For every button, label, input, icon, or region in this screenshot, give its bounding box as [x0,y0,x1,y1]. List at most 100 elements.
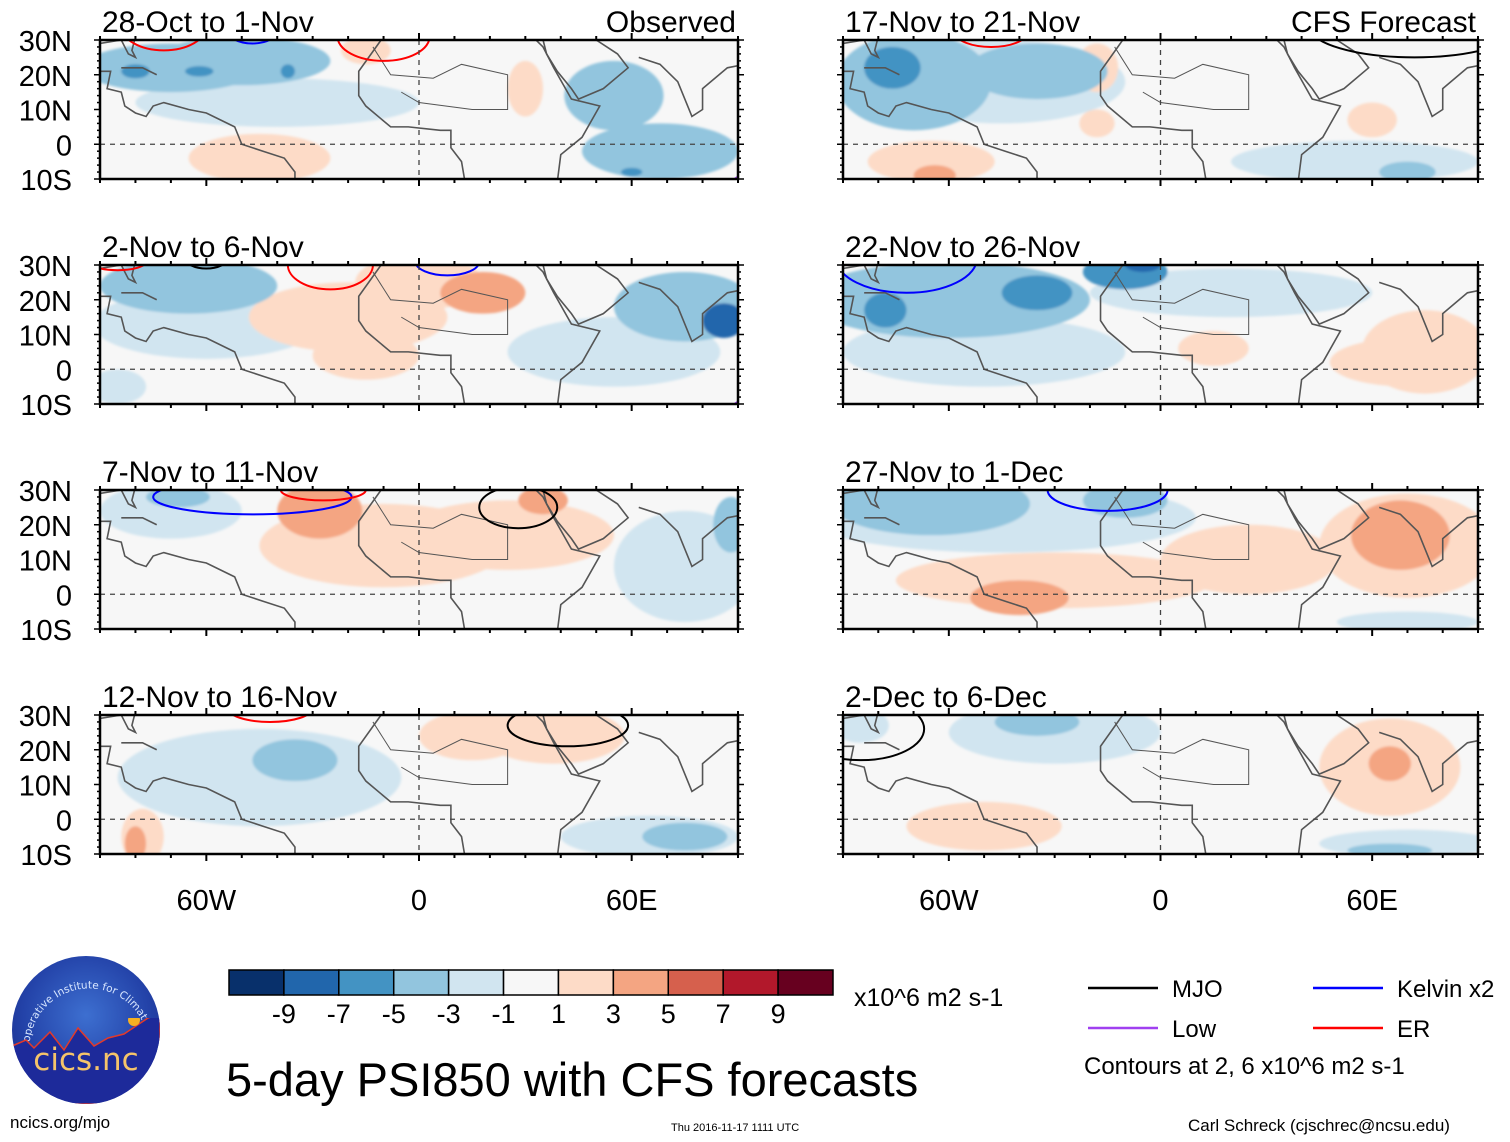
anomaly-field [100,40,738,179]
legend-label: ER [1397,1016,1430,1043]
site-url[interactable]: ncics.org/mjo [10,1113,111,1132]
x-tick-label: 0 [1152,885,1168,917]
anomaly-negative [713,496,738,553]
colorbar-box [557,969,615,996]
panel-title: 22-Nov to 26-Nov [845,231,1080,264]
coast-cuba [864,67,900,76]
mountain-icon [12,1018,160,1104]
anomaly-negative [100,265,278,314]
x-tick-label: 60E [1346,885,1398,917]
panel-title: 28-Oct to 1-Nov [102,6,314,39]
colorbar-box [722,969,779,996]
country-borders [1114,721,1250,785]
coastlines [100,265,738,404]
colorbar: -9 -7 -5 -3 -1 1 3 5 7 9 [228,969,834,1029]
country-borders [1114,496,1250,560]
country-borders [1114,271,1250,335]
coast-india [638,731,738,793]
contour-kelvin [415,265,480,277]
x-tick-label: 60W [919,885,979,917]
coast-cuba [121,67,158,76]
anomaly-positive [906,801,1062,851]
country-borders [1114,46,1250,110]
coast-india [638,281,738,343]
coast-arabia [1283,490,1370,551]
anomaly-negative [1347,843,1433,854]
anomaly-negative [843,715,889,743]
x-tick-label: 60W [177,885,237,917]
country-borders [372,46,509,110]
anomaly-positive [913,165,956,179]
anomaly-positive [1079,109,1115,138]
anomaly-negative [582,123,738,179]
x-tick-label: 0 [411,885,427,917]
coast-arabia [542,715,630,776]
coast-east-africa [1275,40,1342,179]
coast-india [638,56,738,118]
anomaly-negative [843,490,1030,536]
coast-cuba [864,741,900,751]
coast-cuba [121,741,158,751]
coast-arabia [542,490,630,551]
coast-east-africa [534,715,601,854]
anomaly-negative [564,60,664,131]
anomaly-negative [966,43,1108,100]
coast-india [638,506,738,568]
anomaly-negative [1336,611,1478,629]
anomaly-positive [188,133,331,179]
y-tick-label: 10N [19,96,72,128]
legend-label: MJO [1172,976,1223,1003]
y-tick-label: 20N [19,736,72,768]
coastlines [100,715,738,854]
coast-east-africa [1275,265,1342,404]
y-tick-label: 30N [19,701,72,733]
y-tick-label: 10S [20,615,72,647]
colorbar-level-label: 9 [771,999,786,1029]
coast-north-america [843,265,881,285]
panel-title: 27-Nov to 1-Dec [845,456,1063,489]
coast-west-africa [357,490,466,629]
coast-india [1378,281,1478,343]
anomaly-negative [121,64,150,79]
anomaly-negative [843,40,992,131]
anomaly-positive [1351,500,1450,570]
anomaly-negative [864,292,907,328]
legend-label: Kelvin x2 [1397,976,1494,1003]
contour-er [127,40,201,52]
map-panel-p5: 17-Nov to 21-Nov CFS Forecast [837,6,1484,186]
anomaly-field [843,40,1478,179]
y-tick-label: 0 [56,805,72,837]
colorbar-level-label: 3 [606,999,621,1029]
anomaly-negative [994,715,1080,736]
coast-north-america [100,40,138,60]
y-tick-label: 0 [56,130,72,162]
colorbar-level-label: -3 [437,999,461,1029]
y-tick-label: 30N [19,251,72,283]
panel-corner-label: CFS Forecast [1291,6,1477,39]
anomaly-positive [518,490,568,515]
cics-logo: Cooperative Institute for Climate and Sa… [12,956,160,1104]
anomaly-negative [702,303,738,338]
panel-corner-label: Observed [606,6,736,39]
contour-kelvin [233,40,272,45]
x-axis-labels: 60W 0 60E 60W 0 60E [177,885,1398,917]
anomaly-positive [1368,746,1411,782]
contour-mjo [1317,40,1478,59]
map-panel-p8: 2-Dec to 6-Dec [837,681,1484,861]
anomaly-positive [507,60,544,117]
coast-west-africa [1099,715,1207,854]
panel-title: 2-Dec to 6-Dec [845,681,1047,714]
contour-er [100,265,146,272]
coast-south-america [843,745,1038,854]
contour-kelvin [843,265,977,294]
coast-south-america [100,520,296,629]
y-tick-label: 0 [56,580,72,612]
anomaly-field [117,715,738,854]
anomaly-positive [482,715,625,764]
legend-label: Low [1172,1016,1217,1043]
wave-contours [1046,490,1169,512]
